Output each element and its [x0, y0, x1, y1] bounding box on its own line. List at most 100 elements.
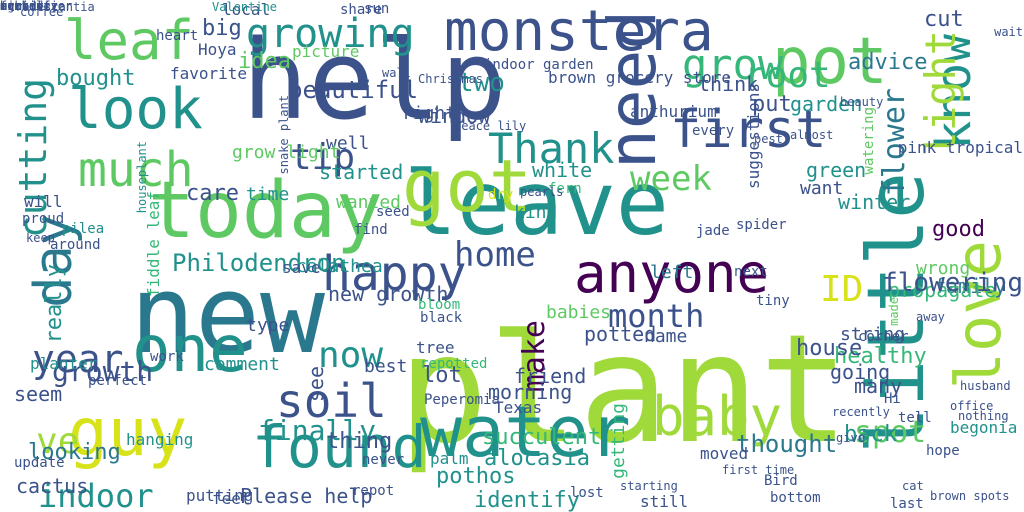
cloud-word: Philodendron [172, 249, 346, 277]
cloud-word: many [854, 374, 903, 398]
cloud-word: watering [861, 107, 877, 175]
cloud-word: family [934, 274, 1007, 298]
cloud-word: succulent [482, 425, 602, 450]
cloud-word: monstera [444, 0, 714, 64]
cloud-word: garden [790, 92, 863, 116]
cloud-word: thought [736, 430, 838, 458]
cloud-word: finally [258, 414, 377, 447]
cloud-word: getting [608, 403, 629, 479]
cloud-word: fertilizer [0, 0, 73, 13]
cloud-word: wall [382, 66, 411, 80]
cloud-word: corner [858, 329, 909, 345]
cloud-word: wait [994, 25, 1023, 39]
cloud-word: pink tropical [897, 138, 1023, 157]
cloud-word: will [24, 192, 63, 211]
cloud-word: cat [902, 479, 924, 493]
cloud-word: going [830, 360, 891, 384]
cloud-word: grow [682, 40, 784, 89]
cloud-word: tradescantia [8, 0, 95, 14]
cloud-word: last [890, 496, 924, 512]
cloud-word: sun [364, 1, 390, 17]
cloud-word: still [640, 492, 689, 511]
cloud-word: seed [376, 204, 410, 220]
cloud-word: two [458, 68, 505, 98]
cloud-word: new growth [328, 282, 449, 306]
cloud-word: potted [584, 322, 657, 346]
cloud-word: big [202, 16, 242, 41]
cloud-word: good [932, 217, 985, 242]
cloud-word: plant [398, 303, 850, 477]
cloud-word: heart [156, 28, 199, 44]
cloud-word: perfect [88, 373, 148, 389]
cloud-word: pest [754, 132, 783, 146]
cloud-word: orchid [0, 0, 44, 13]
cloud-word: tree [416, 338, 455, 357]
cloud-word: idea [238, 49, 291, 74]
cloud-word: pearls [520, 185, 564, 199]
cloud-word: ago [0, 0, 22, 13]
cloud-word: spider [736, 217, 787, 233]
cloud-word: Thank [488, 124, 615, 173]
cloud-word: help [242, 16, 507, 144]
cloud-word: made [887, 297, 901, 326]
cloud-word: much [78, 142, 194, 198]
cloud-word: starting [620, 479, 678, 493]
cloud-word: best [364, 356, 408, 377]
cloud-word: share [340, 2, 383, 18]
cloud-word: bloom [418, 297, 461, 313]
cloud-word: every [692, 123, 735, 139]
cloud-word: want [800, 178, 844, 199]
cloud-word: tiny [756, 293, 790, 309]
cloud-word: one [132, 313, 248, 387]
cloud-word: office [950, 399, 994, 413]
cloud-word: keep [26, 231, 55, 245]
cloud-word: hope [926, 443, 960, 459]
cloud-word: happy [322, 246, 467, 302]
cloud-word: first time [722, 463, 795, 477]
cloud-word: tell [898, 410, 932, 426]
cloud-word: new [130, 253, 326, 378]
cloud-word: soil [276, 374, 387, 428]
cloud-word: type [246, 315, 290, 336]
cloud-word: brown grocery store [548, 68, 732, 87]
cloud-word: house [796, 336, 863, 361]
cloud-word: now [318, 335, 384, 376]
cloud-word: tip [290, 137, 356, 178]
cloud-word: indoor garden [484, 57, 594, 73]
cloud-word: name [644, 326, 688, 347]
cloud-word: peace lily [454, 119, 527, 133]
cloud-word: right [402, 103, 457, 124]
cloud-word: Hoya [198, 40, 237, 59]
cloud-word: really [42, 264, 67, 344]
cloud-word: back [844, 422, 897, 447]
cloud-word: favorite [170, 64, 248, 83]
cloud-word: work [150, 349, 184, 365]
cloud-word: looking [28, 440, 121, 465]
cloud-word: almost [790, 128, 834, 142]
cloud-word: think [698, 72, 759, 96]
cloud-word: look [68, 77, 203, 142]
cloud-word: alocasia [484, 446, 590, 471]
cloud-word: friend [514, 364, 587, 388]
cloud-word: nothing [958, 409, 1009, 423]
cloud-word: green [806, 158, 867, 182]
cloud-word: morning [488, 380, 573, 404]
cloud-word: hanging [126, 430, 194, 449]
cloud-word: local [222, 0, 271, 19]
cloud-word: guy [68, 394, 188, 471]
cloud-word: got [402, 144, 533, 228]
cloud-word: calathea [296, 256, 383, 277]
cloud-word: week [630, 159, 712, 199]
cloud-word: Bird [764, 473, 798, 489]
cloud-word: Valentine [212, 0, 278, 14]
cloud-word: baby [652, 385, 783, 448]
cloud-word: propagate [888, 278, 997, 302]
cloud-word: pot [772, 25, 888, 99]
cloud-word: winter [838, 190, 911, 214]
cloud-word: started [319, 160, 404, 184]
cloud-word: care [186, 181, 239, 206]
cloud-word: spot [854, 415, 927, 450]
cloud-word: ID [820, 269, 864, 310]
cloud-word: found [252, 413, 427, 481]
